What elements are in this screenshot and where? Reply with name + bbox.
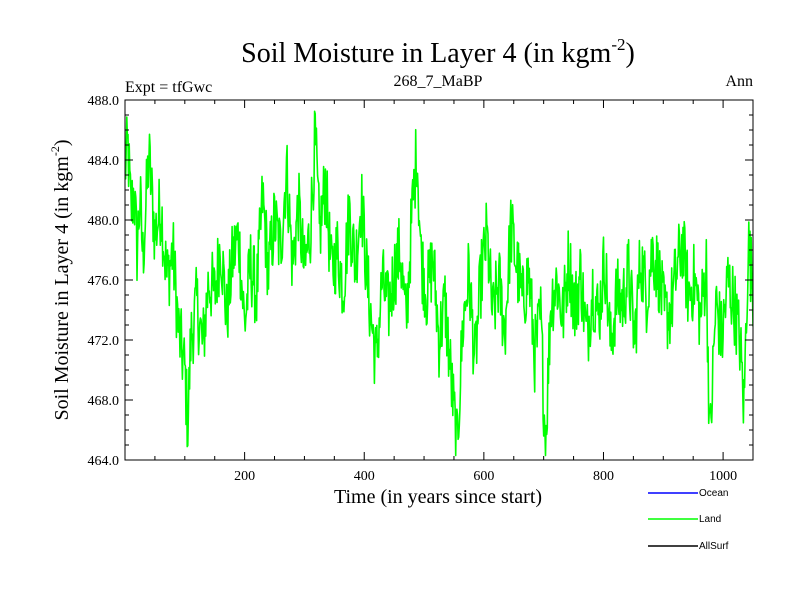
legend-item-allsurf: AllSurf: [648, 541, 729, 552]
x-axis-label: Time (in years since start): [334, 486, 542, 508]
y-tick-label: 468.0: [88, 394, 120, 409]
legend: Ocean Land AllSurf: [648, 488, 729, 552]
legend-label-ocean: Ocean: [699, 488, 728, 499]
y-axis-label: Soil Moisture in Layer 4 (in kgm-2): [48, 139, 73, 420]
legend-item-land: Land: [648, 514, 721, 525]
y-tick-label: 464.0: [88, 454, 120, 469]
series-layer: [125, 110, 753, 457]
x-tick-label: 600: [473, 469, 494, 484]
subtitle-left: Expt = tfGwc: [125, 79, 212, 96]
series-line-land: [125, 110, 753, 457]
subtitle-center: 268_7_MaBP: [394, 73, 483, 90]
y-tick-label: 488.0: [88, 94, 120, 109]
legend-label-land: Land: [699, 514, 721, 525]
y-axis: 464.0 468.0 472.0 476.0 480.0 484.0 488.0: [88, 94, 753, 469]
y-tick-label: 472.0: [88, 334, 120, 349]
subtitle-right: Ann: [725, 73, 753, 90]
legend-label-allsurf: AllSurf: [699, 541, 729, 552]
x-tick-label: 200: [234, 469, 255, 484]
chart-title: Soil Moisture in Layer 4 (in kgm-2): [241, 35, 635, 69]
x-tick-label: 800: [593, 469, 614, 484]
legend-item-ocean: Ocean: [648, 488, 728, 499]
x-axis: 200 400 600 800 1000: [124, 100, 754, 484]
x-tick-label: 1000: [709, 469, 737, 484]
y-tick-label: 476.0: [88, 274, 120, 289]
y-tick-label: 484.0: [88, 154, 120, 169]
x-tick-label: 400: [354, 469, 375, 484]
y-tick-label: 480.0: [88, 214, 120, 229]
